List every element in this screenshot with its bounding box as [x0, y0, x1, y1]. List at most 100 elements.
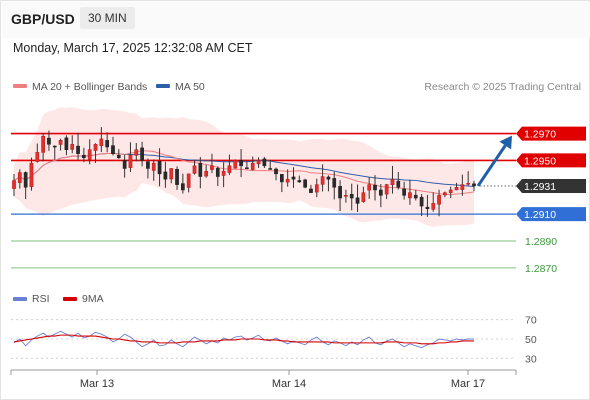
candle-down	[198, 162, 203, 177]
candle-up	[314, 184, 319, 193]
level-label: 1.2970	[516, 126, 586, 141]
candle-up	[460, 184, 465, 190]
candle-up	[99, 138, 104, 146]
level-label: 1.2910	[516, 207, 586, 222]
candle-up	[367, 184, 372, 191]
level-label-text: 1.2970	[524, 129, 556, 141]
candle-up	[454, 187, 459, 191]
candle-up	[250, 162, 255, 170]
x-tick-label: Mar 13	[80, 378, 114, 390]
candle-up	[221, 170, 226, 176]
candle-down	[303, 179, 307, 188]
candle-down	[122, 159, 127, 169]
bollinger-band-area	[14, 107, 474, 227]
level-label-text: 1.2890	[525, 236, 557, 248]
candle-down	[297, 180, 302, 183]
candle-up	[361, 192, 366, 202]
level-label-bg	[516, 153, 586, 168]
timeframe-badge[interactable]: 30 MIN	[80, 7, 135, 29]
level-label-bg	[516, 126, 586, 141]
candle-down	[76, 145, 80, 154]
candle-down	[402, 188, 406, 196]
candle-down	[163, 171, 168, 180]
candle-up	[384, 184, 389, 195]
rsi-legend-swatch	[13, 297, 27, 301]
candle-up	[128, 154, 133, 168]
candle-up	[169, 168, 174, 180]
candle-down	[157, 160, 162, 175]
ma9-legend-swatch	[63, 297, 77, 301]
candle-down	[245, 167, 249, 169]
level-label-text: 1.2950	[524, 155, 556, 167]
candle-up	[285, 178, 290, 183]
pair-title: GBP/USD	[11, 11, 75, 27]
bollinger-bands	[14, 107, 474, 227]
level-label: 1.2931	[516, 178, 586, 193]
candle-up	[17, 172, 22, 183]
level-label-bg	[516, 178, 586, 193]
level-label-text: 1.2910	[524, 209, 556, 221]
candle-down	[82, 154, 86, 158]
candle-down	[355, 197, 360, 204]
candle-down	[268, 168, 273, 170]
candle-down	[338, 186, 342, 199]
candle-down	[23, 172, 28, 188]
projection-arrow-shaft	[476, 144, 507, 187]
candle-up	[443, 192, 447, 196]
candle-down	[181, 183, 185, 191]
ma20-legend-label: MA 20 + Bollinger Bands	[32, 81, 147, 93]
candle-down	[274, 168, 278, 175]
candle-down	[309, 188, 313, 193]
x-tick-label: Mar 17	[451, 378, 485, 390]
candle-down	[52, 145, 57, 148]
candle-up	[29, 162, 34, 188]
candle-down	[215, 168, 220, 177]
candle-down	[111, 145, 115, 154]
candle-up	[35, 152, 40, 162]
candle-up	[151, 162, 156, 171]
level-label-text: 1.2931	[524, 181, 556, 193]
level-labels: 1.2970 1.2950 1.2931 1.2910 1.2890 1.2870	[516, 126, 586, 275]
candle-up	[256, 160, 261, 165]
x-axis: Mar 13 Mar 14 Mar 17	[10, 370, 517, 390]
ma20-legend-swatch	[13, 84, 27, 88]
chart-datetime: Monday, March 17, 2025 12:32:08 AM CET	[13, 41, 253, 55]
candle-down	[291, 176, 296, 180]
credit-text: Research © 2025 Trading Central	[424, 81, 581, 93]
candle-up	[41, 136, 45, 153]
rsi-tick-label: 30	[525, 353, 537, 365]
candle-down	[396, 180, 401, 188]
candle-up	[344, 195, 348, 197]
candle-up	[58, 140, 63, 145]
candle-up	[408, 192, 412, 199]
candle-down	[239, 159, 243, 167]
candle-down	[413, 194, 418, 199]
rsi-panel: 70 50 30	[11, 315, 537, 365]
projection-arrow	[476, 135, 512, 187]
candle-down	[373, 184, 377, 191]
candle-up	[70, 144, 75, 150]
candle-up	[437, 195, 441, 205]
candle-up	[233, 160, 238, 169]
candle-up	[227, 165, 232, 173]
level-label-bg	[516, 207, 586, 222]
candle-down	[472, 183, 476, 187]
candle-up	[192, 165, 197, 174]
candle-down	[116, 154, 121, 158]
candle-down	[349, 194, 354, 199]
x-tick-label: Mar 14	[272, 378, 306, 390]
candle-up	[431, 203, 436, 210]
candle-up	[93, 144, 98, 151]
ma9-legend-label: 9MA	[82, 293, 104, 305]
candle-down	[175, 169, 179, 185]
candle-down	[105, 140, 110, 148]
level-label: 1.2950	[516, 153, 586, 168]
candle-up	[12, 180, 16, 189]
candle-up	[390, 178, 395, 186]
candle-down	[140, 147, 144, 161]
candle-up	[466, 183, 471, 185]
rsi-tick-label: 50	[525, 334, 537, 346]
candle-up	[204, 170, 209, 177]
ma50-legend-label: MA 50	[175, 81, 205, 93]
